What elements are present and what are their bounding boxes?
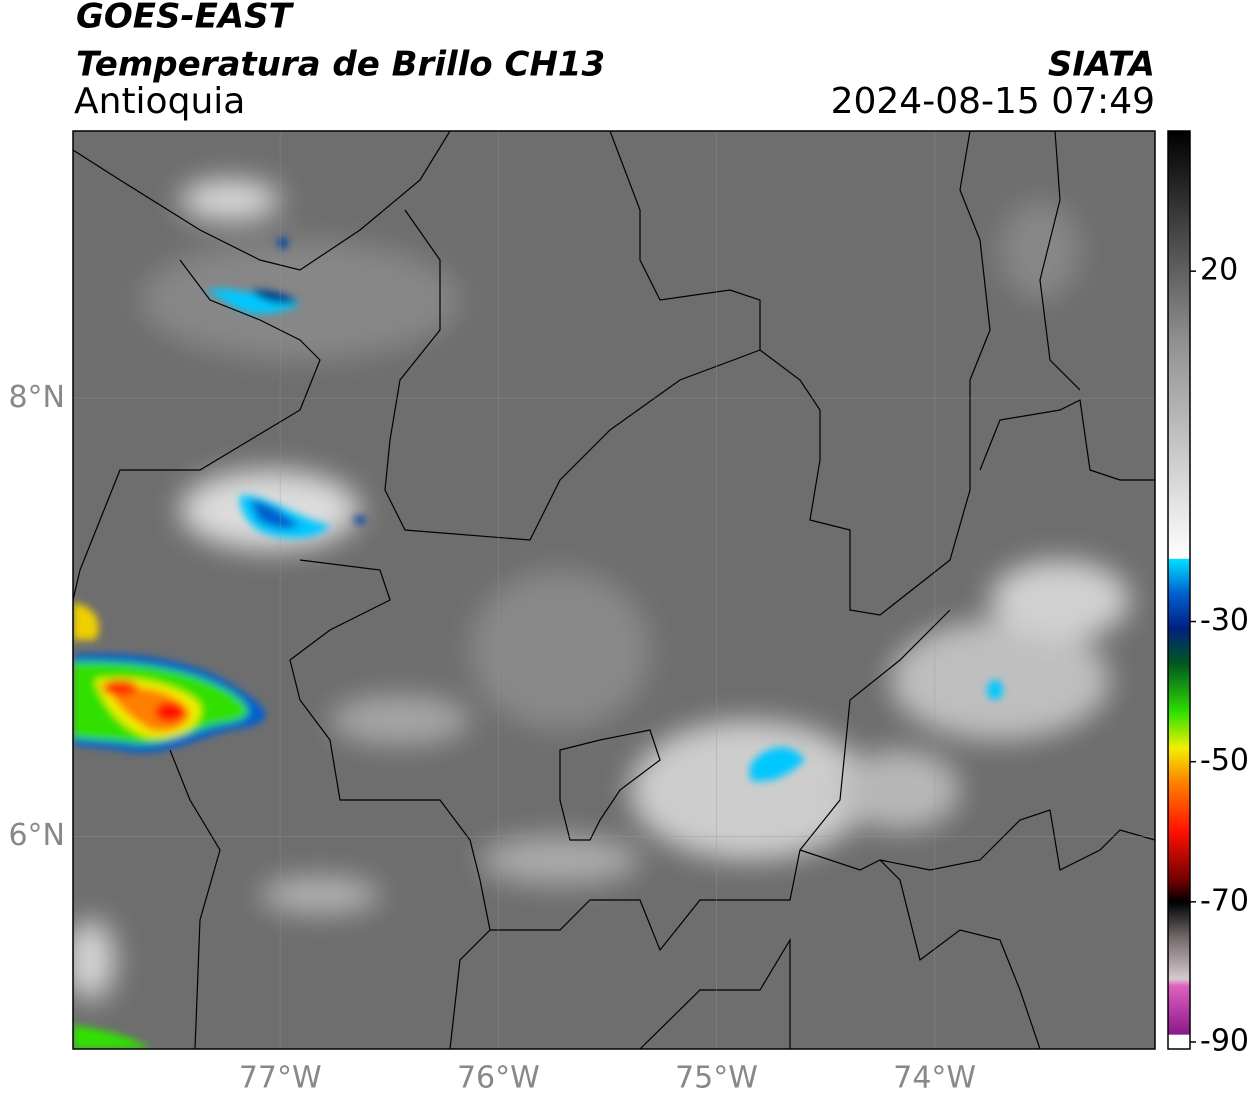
- colorbar-tick-label: -70: [1200, 883, 1249, 918]
- x-tick-label: 75°W: [675, 1061, 758, 1096]
- colorbar-tick-label: 20: [1200, 253, 1238, 288]
- x-tick-label: 77°W: [239, 1061, 322, 1096]
- colorbar-tick-label: -90: [1200, 1023, 1249, 1058]
- borders: [73, 131, 1155, 1049]
- x-tick-label: 74°W: [893, 1061, 976, 1096]
- map-frame: [72, 130, 1156, 1050]
- colorbar-scale: [1167, 130, 1191, 1050]
- y-tick-label: 6°N: [8, 818, 65, 853]
- title: GOES-EAST: [76, 0, 295, 37]
- axes: 77°W 76°W 75°W 74°W 8°N 6°N: [8, 380, 976, 1096]
- y-tick-label: 8°N: [8, 380, 65, 415]
- colorbar: 20 -30 -50 -70 -90: [1167, 130, 1249, 1058]
- colorbar-tick-label: -30: [1200, 603, 1249, 638]
- colorbar-tick-label: -50: [1200, 743, 1249, 778]
- grid: [73, 131, 1155, 1049]
- source: SIATA: [1048, 45, 1155, 85]
- subtitle: Temperatura de Brillo CH13: [76, 45, 605, 85]
- satellite-image: [73, 131, 1155, 1049]
- region: Antioquia: [74, 81, 245, 122]
- datetime: 2024-08-15 07:49: [831, 81, 1155, 122]
- x-tick-label: 76°W: [457, 1061, 540, 1096]
